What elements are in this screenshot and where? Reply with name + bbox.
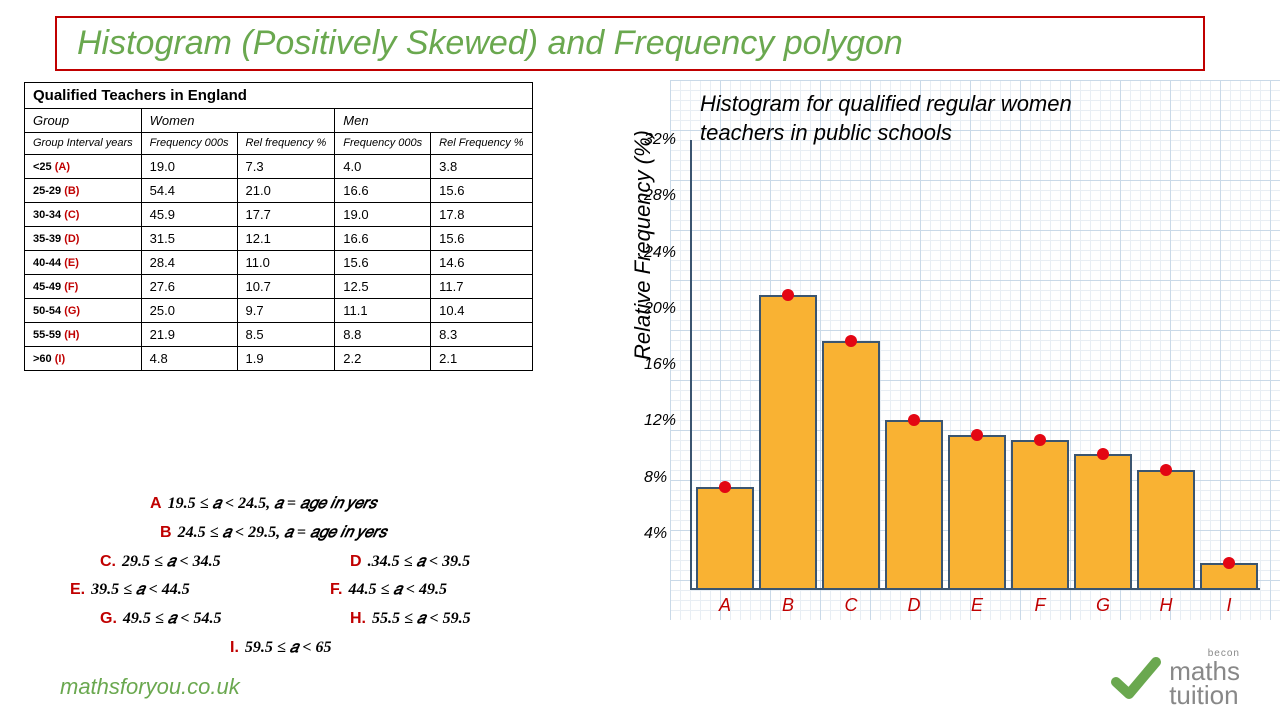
y-tick: 16% [644, 356, 676, 374]
x-tick-label: A [719, 595, 731, 616]
plot-area: 4%8%12%16%20%24%28%32%ABCDEFGHI [690, 140, 1260, 590]
frequency-polygon-point [1160, 464, 1172, 476]
y-tick: 8% [644, 469, 667, 487]
x-tick-label: G [1096, 595, 1110, 616]
y-tick: 24% [644, 244, 676, 262]
x-tick-label: H [1160, 595, 1173, 616]
teachers-table: Qualified Teachers in England Group Wome… [24, 82, 533, 371]
th-men: Men [335, 109, 532, 133]
table-row: <25 (A) 19.07.34.03.8 [25, 155, 533, 179]
histogram-bar [885, 420, 943, 590]
table-row: >60 (I) 4.81.92.22.1 [25, 347, 533, 371]
table-row: 55-59 (H) 21.98.58.88.3 [25, 323, 533, 347]
table-row: 50-54 (G) 25.09.711.110.4 [25, 299, 533, 323]
histogram-bar [696, 487, 754, 590]
logo: becon maths tuition [1111, 649, 1240, 708]
th-group: Group [25, 109, 142, 133]
y-tick: 4% [644, 525, 667, 543]
frequency-polygon-point [1223, 557, 1235, 569]
th-women: Women [141, 109, 335, 133]
histogram-bar [948, 435, 1006, 590]
page-title: Histogram (Positively Skewed) and Freque… [77, 24, 1183, 63]
table-row: 45-49 (F) 27.610.712.511.7 [25, 275, 533, 299]
y-tick: 32% [644, 131, 676, 149]
logo-text: becon maths tuition [1169, 649, 1240, 708]
histogram-bar [1137, 470, 1195, 590]
x-tick-label: C [845, 595, 858, 616]
frequency-polygon-point [782, 289, 794, 301]
y-tick: 28% [644, 187, 676, 205]
x-tick-label: F [1035, 595, 1046, 616]
chart-title: Histogram for qualified regular women te… [700, 90, 1072, 147]
frequency-polygon-point [908, 414, 920, 426]
table-row: 25-29 (B) 54.421.016.615.6 [25, 179, 533, 203]
th-mfreq: Frequency 000s [335, 133, 431, 155]
footer-url: mathsforyou.co.uk [60, 674, 240, 700]
histogram-bar [1074, 454, 1132, 590]
histogram-bar [822, 341, 880, 590]
th-interval: Group Interval years [25, 133, 142, 155]
y-axis [690, 140, 692, 590]
y-tick: 12% [644, 412, 676, 430]
table-caption: Qualified Teachers in England [25, 83, 533, 109]
interval-definitions: A19.5 ≤ 𝑎 < 24.5, 𝑎 = 𝑎𝑔𝑒 𝑖𝑛 𝑦𝑒𝑟𝑠B24.5 ≤… [60, 490, 620, 663]
histogram-bar [1011, 440, 1069, 590]
histogram-bar [759, 295, 817, 590]
x-tick-label: I [1226, 595, 1231, 616]
frequency-polygon-point [719, 481, 731, 493]
checkmark-icon [1111, 654, 1161, 704]
x-tick-label: B [782, 595, 794, 616]
x-tick-label: E [971, 595, 983, 616]
frequency-polygon-point [1034, 434, 1046, 446]
y-tick: 20% [644, 300, 676, 318]
x-tick-label: D [908, 595, 921, 616]
page-title-box: Histogram (Positively Skewed) and Freque… [55, 16, 1205, 71]
frequency-polygon-point [971, 429, 983, 441]
frequency-polygon-point [845, 335, 857, 347]
table-row: 35-39 (D) 31.512.116.615.6 [25, 227, 533, 251]
histogram-chart: Histogram for qualified regular women te… [620, 80, 1280, 640]
th-wfreq: Frequency 000s [141, 133, 237, 155]
th-mrel: Rel Frequency % [431, 133, 532, 155]
frequency-polygon-point [1097, 448, 1109, 460]
table-row: 30-34 (C) 45.917.719.017.8 [25, 203, 533, 227]
table-row: 40-44 (E) 28.411.015.614.6 [25, 251, 533, 275]
th-wrel: Rel frequency % [237, 133, 335, 155]
